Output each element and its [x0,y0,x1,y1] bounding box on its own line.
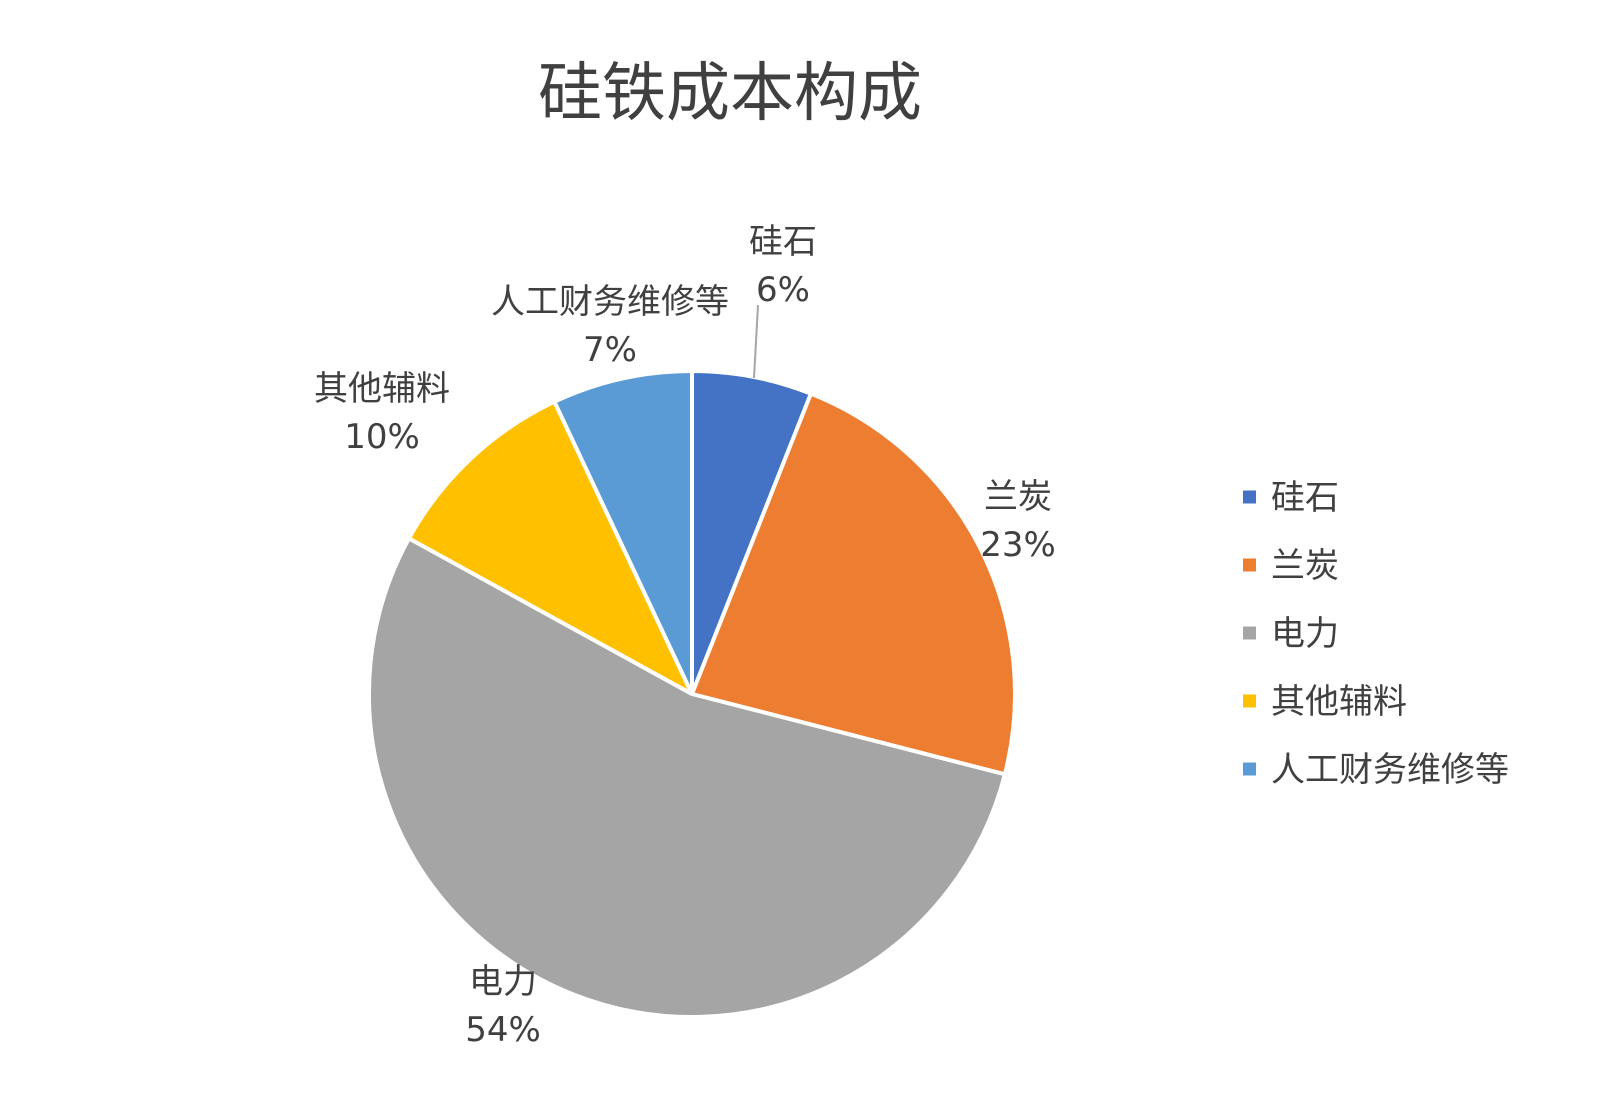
pie-slice-2 [690,391,1017,777]
data-label-value-3: 54% [465,1010,541,1050]
data-label-value-5: 7% [583,330,637,370]
data-label-category-3: 电力 [469,962,537,1002]
data-label-value-2: 23% [980,525,1056,565]
data-label-category-1: 硅石 [749,222,817,262]
pie-slice-5 [552,369,694,696]
data-label-category-4: 其他辅料 [314,369,450,409]
chart-title: 硅铁成本构成 [538,57,922,131]
legend-label-3: 电力 [1271,614,1339,654]
pie-slice-4 [406,399,694,696]
data-labels: 硅石 6% 兰炭 23% 电力 54% 其他辅料 10% 人工财务维修等 7% [314,222,1056,1050]
legend-label-5: 人工财务维修等 [1271,750,1509,790]
leader-lines [753,304,759,379]
legend-label-4: 其他辅料 [1271,682,1407,722]
pie-slices [366,369,1017,1019]
legend-swatch-5 [1243,762,1256,776]
legend-label-1: 硅石 [1271,478,1339,518]
legend-swatch-2 [1243,558,1256,572]
leader-line-1 [753,304,759,379]
legend-swatch-1 [1243,490,1256,504]
legend-swatch-3 [1243,626,1256,640]
data-label-value-4: 10% [344,417,420,457]
data-label-category-2: 兰炭 [984,477,1052,517]
legend-label-2: 兰炭 [1271,546,1339,586]
data-label-category-5: 人工财务维修等 [491,282,729,322]
legend-swatch-4 [1243,694,1256,708]
data-label-value-1: 6% [756,270,810,310]
pie-slice-3 [366,536,1007,1019]
pie-slice-1 [690,369,813,696]
